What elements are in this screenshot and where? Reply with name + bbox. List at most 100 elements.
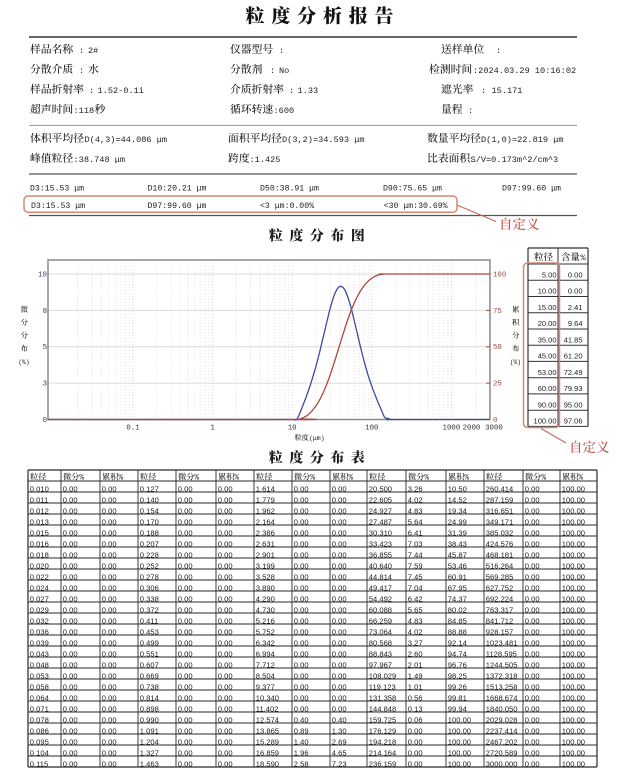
svg-text:0.00: 0.00 [178, 737, 193, 746]
svg-text:S/V=0.173m^2/cm^3: S/V=0.173m^2/cm^3 [471, 155, 559, 165]
svg-text:0.00: 0.00 [102, 638, 117, 647]
svg-text:1.96: 1.96 [294, 748, 309, 757]
svg-text:84.85: 84.85 [448, 616, 467, 625]
svg-text:15.00: 15.00 [538, 303, 557, 312]
svg-text:3.27: 3.27 [408, 638, 423, 647]
svg-text:0.551: 0.551 [140, 649, 159, 658]
svg-text:0.1: 0.1 [126, 425, 140, 433]
svg-text:6.994: 6.994 [256, 649, 275, 658]
svg-text:3.528: 3.528 [256, 572, 275, 581]
svg-text:80.568: 80.568 [369, 638, 392, 647]
svg-text:0.00: 0.00 [218, 704, 233, 713]
svg-text:349.171: 349.171 [486, 517, 513, 526]
svg-text:0.00: 0.00 [102, 495, 117, 504]
svg-text:1.49: 1.49 [408, 671, 423, 680]
svg-text:3.199: 3.199 [256, 561, 275, 570]
svg-text:27.487: 27.487 [369, 517, 392, 526]
svg-text:0.00: 0.00 [63, 682, 78, 691]
svg-text:0.00: 0.00 [102, 660, 117, 669]
svg-text:0.011: 0.011 [30, 495, 48, 504]
svg-text:0.06: 0.06 [408, 715, 423, 724]
svg-text:72.49: 72.49 [564, 368, 583, 377]
svg-text:100.00: 100.00 [562, 528, 585, 537]
svg-text:0.207: 0.207 [140, 539, 159, 548]
svg-text:0.154: 0.154 [140, 506, 159, 515]
svg-text:0.00: 0.00 [63, 506, 78, 515]
svg-text:1372.318: 1372.318 [486, 671, 518, 680]
svg-text:75: 75 [493, 308, 502, 316]
svg-text:100.00: 100.00 [562, 506, 585, 515]
svg-text:0.00: 0.00 [294, 528, 309, 537]
svg-text:0.115: 0.115 [30, 759, 48, 768]
svg-text:0.00: 0.00 [332, 495, 347, 504]
svg-text:99.81: 99.81 [448, 693, 467, 702]
svg-text:100.00: 100.00 [562, 605, 585, 614]
svg-text:1128.595: 1128.595 [486, 649, 517, 658]
svg-text:0.00: 0.00 [63, 627, 78, 636]
svg-text:3: 3 [43, 381, 47, 389]
svg-text:0.00: 0.00 [63, 693, 78, 702]
svg-text:60.088: 60.088 [369, 605, 392, 614]
svg-text:7.45: 7.45 [408, 572, 423, 581]
svg-text::: : [289, 86, 294, 96]
svg-text:0.00: 0.00 [178, 660, 193, 669]
svg-text:%: % [581, 253, 587, 263]
svg-text:100.00: 100.00 [448, 737, 471, 746]
svg-text:3.890: 3.890 [256, 583, 275, 592]
svg-text:40.640: 40.640 [369, 561, 392, 570]
svg-text:100.00: 100.00 [562, 561, 585, 570]
svg-text:No: No [279, 66, 289, 76]
svg-text:7.23: 7.23 [332, 759, 347, 768]
svg-text:0.064: 0.064 [30, 693, 49, 702]
svg-text:100.00: 100.00 [448, 748, 471, 757]
svg-text:7.03: 7.03 [408, 539, 423, 548]
svg-text:100.00: 100.00 [562, 638, 585, 647]
svg-text:1.091: 1.091 [140, 726, 159, 735]
svg-text:0.00: 0.00 [63, 605, 78, 614]
svg-text:1513.258: 1513.258 [486, 682, 518, 691]
svg-text:0.00: 0.00 [525, 693, 540, 702]
svg-text:15.171: 15.171 [492, 86, 523, 96]
svg-text:100.00: 100.00 [562, 704, 585, 713]
svg-text:0.00: 0.00 [332, 660, 347, 669]
svg-text:0.00: 0.00 [63, 495, 78, 504]
svg-text:99.26: 99.26 [448, 682, 467, 691]
svg-text:2.901: 2.901 [256, 550, 275, 559]
svg-text:88.843: 88.843 [369, 649, 392, 658]
svg-text::: : [79, 66, 84, 76]
svg-text:0.13: 0.13 [408, 704, 423, 713]
svg-text:25: 25 [493, 381, 502, 389]
svg-text:D97:99.60 μm: D97:99.60 μm [148, 202, 207, 211]
svg-text:108.029: 108.029 [369, 671, 396, 680]
svg-text:0.00: 0.00 [332, 693, 347, 702]
svg-text:0.086: 0.086 [30, 726, 49, 735]
svg-text:9.377: 9.377 [256, 682, 275, 691]
svg-text:0.00: 0.00 [63, 594, 78, 603]
svg-text:%: % [464, 475, 469, 483]
svg-text:73.064: 73.064 [369, 627, 392, 636]
svg-text::: : [468, 106, 473, 116]
svg-text:1244.505: 1244.505 [486, 660, 518, 669]
svg-text:0.00: 0.00 [218, 737, 233, 746]
svg-text:%: % [79, 475, 84, 483]
svg-text:0.00: 0.00 [102, 506, 117, 515]
svg-text:0.00: 0.00 [525, 605, 540, 614]
svg-text:100.00: 100.00 [562, 682, 585, 691]
svg-text:0.00: 0.00 [63, 737, 78, 746]
svg-text:D(4,3)=44.086 μm: D(4,3)=44.086 μm [85, 135, 168, 145]
svg-text:38.43: 38.43 [448, 539, 467, 548]
svg-text:0.00: 0.00 [294, 649, 309, 658]
svg-text:1.463: 1.463 [140, 759, 159, 768]
svg-text:16.859: 16.859 [256, 748, 279, 757]
svg-text:0.00: 0.00 [218, 616, 233, 625]
svg-text:1: 1 [210, 425, 215, 433]
svg-text:0.018: 0.018 [30, 550, 49, 559]
svg-text:0.00: 0.00 [332, 616, 347, 625]
svg-text:53.00: 53.00 [538, 368, 557, 377]
svg-text:0.372: 0.372 [140, 605, 159, 614]
svg-text:100.00: 100.00 [534, 417, 557, 426]
svg-text:0.00: 0.00 [218, 528, 233, 537]
svg-text:0.00: 0.00 [102, 605, 117, 614]
svg-text:30.310: 30.310 [369, 528, 392, 537]
svg-text:569.285: 569.285 [486, 572, 513, 581]
